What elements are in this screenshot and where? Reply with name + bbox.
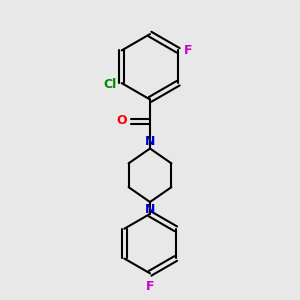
Text: N: N	[145, 203, 155, 216]
Text: F: F	[184, 44, 192, 57]
Text: N: N	[145, 135, 155, 148]
Text: F: F	[146, 280, 154, 293]
Text: Cl: Cl	[103, 78, 116, 91]
Text: O: O	[116, 114, 127, 128]
